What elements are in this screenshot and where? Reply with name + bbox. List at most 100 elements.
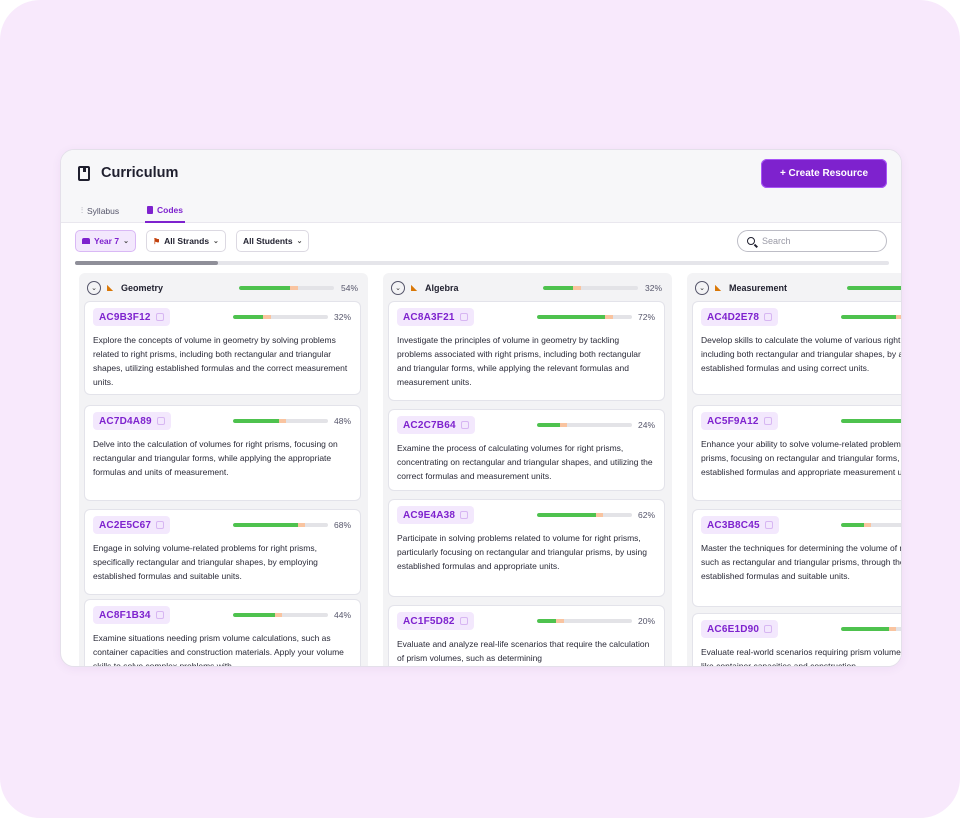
card-progress-label: 72% [637, 312, 655, 322]
code-card[interactable]: AC6E1D9050%Evaluate real-world scenarios… [692, 613, 901, 667]
column-algebra: ⌄ ◣ Algebra 32% AC8A3F21 72% Investigate the p… [383, 273, 672, 666]
students-filter-dropdown[interactable]: All Students ⌄ [236, 230, 310, 252]
code-card[interactable]: AC8A3F21 72% Investigate the principles of… [388, 301, 665, 401]
card-progress-label: 62% [637, 510, 655, 520]
sliders-icon: ⫶ [81, 205, 83, 215]
code-chip[interactable]: AC1F5D82 [397, 612, 474, 630]
code-chip[interactable]: AC8F1B34 [93, 606, 170, 624]
code-card[interactable]: AC1F5D82 20% Evaluate and analyze real-lif… [388, 605, 665, 666]
horizontal-scrollbar[interactable] [75, 261, 889, 265]
code-card[interactable]: AC9E4A38 62% Participate in solving proble… [388, 499, 665, 597]
progress-tail [278, 419, 287, 423]
code-label: AC2C7B64 [403, 419, 456, 431]
column-header: ⌄ ◣ Geometry 54% [79, 273, 368, 303]
code-card[interactable]: AC5F9A1274%Enhance your ability to solve… [692, 405, 901, 501]
collapse-chevron-icon[interactable]: ⌄ [695, 281, 709, 295]
progress-tail [559, 423, 568, 427]
progress-bar [537, 619, 632, 623]
code-label: AC4D2E78 [707, 311, 760, 323]
progress-tail [556, 619, 564, 623]
code-card[interactable]: AC8F1B34 44% Examine situations needing pr… [84, 599, 361, 666]
card-progress-label: 48% [333, 416, 351, 426]
code-chip[interactable]: AC4D2E78 [701, 308, 779, 326]
progress-bar [841, 523, 901, 527]
external-link-icon[interactable] [459, 313, 468, 321]
column-header: ⌄◣Measurement58% [687, 273, 901, 303]
external-link-icon[interactable] [763, 417, 772, 425]
code-card[interactable]: AC4D2E7858%Develop skills to calculate t… [692, 301, 901, 395]
code-chip[interactable]: AC9E4A38 [397, 506, 475, 524]
progress-bar [841, 627, 901, 631]
card-progress-label: 32% [333, 312, 351, 322]
card-description: Evaluate real-world scenarios requiring … [701, 647, 901, 667]
ruler-triangle-icon: ◣ [411, 283, 418, 292]
progress-bar [543, 286, 638, 290]
external-link-icon[interactable] [155, 611, 164, 619]
external-link-icon[interactable] [764, 625, 773, 633]
external-link-icon[interactable] [155, 313, 164, 321]
external-link-icon[interactable] [459, 617, 468, 625]
code-chip[interactable]: AC3B8C45 [701, 516, 779, 534]
progress-tail [263, 315, 271, 319]
book-icon [147, 205, 153, 214]
progress-fill [543, 286, 574, 290]
code-label: AC9B3F12 [99, 311, 151, 323]
card-description: Explore the concepts of volume in geomet… [93, 335, 348, 387]
external-link-icon[interactable] [156, 521, 165, 529]
code-card[interactable]: AC2C7B64 24% Examine the process of calcul… [388, 409, 665, 491]
progress-tail [888, 627, 897, 631]
code-card[interactable]: AC9B3F12 32% Explore the concepts of volum… [84, 301, 361, 395]
progress-tail [573, 286, 581, 290]
external-link-icon[interactable] [156, 417, 165, 425]
page-title: Curriculum [101, 165, 179, 181]
year-filter-dropdown[interactable]: Year 7 ⌄ [75, 230, 136, 252]
column-title: Geometry [121, 283, 164, 293]
code-label: AC8F1B34 [99, 609, 151, 621]
collapse-chevron-icon[interactable]: ⌄ [391, 281, 405, 295]
curriculum-window: Curriculum + Create Resource ⫶ Syllabus … [60, 149, 902, 667]
search-input[interactable] [762, 236, 872, 246]
progress-bar [233, 315, 328, 319]
students-filter-label: All Students [243, 236, 293, 246]
column-progress-label: 32% [644, 283, 662, 293]
column-header: ⌄ ◣ Algebra 32% [383, 273, 672, 303]
code-card[interactable]: AC3B8C4524%Master the techniques for det… [692, 509, 901, 607]
progress-fill [841, 627, 889, 631]
code-label: AC9E4A38 [403, 509, 456, 521]
card-description: Engage in solving volume-related problem… [93, 543, 318, 581]
ruler-triangle-icon: ◣ [715, 283, 722, 292]
chevron-down-icon: ⌄ [213, 238, 219, 245]
external-link-icon[interactable] [460, 421, 469, 429]
code-label: AC8A3F21 [403, 311, 455, 323]
strands-filter-dropdown[interactable]: ⚑ All Strands ⌄ [146, 230, 226, 252]
search-box[interactable] [737, 230, 887, 252]
progress-bar [233, 613, 328, 617]
code-chip[interactable]: AC8A3F21 [397, 308, 474, 326]
code-chip[interactable]: AC7D4A89 [93, 412, 171, 430]
external-link-icon[interactable] [460, 511, 469, 519]
create-resource-button[interactable]: + Create Resource [761, 159, 887, 188]
tab-syllabus[interactable]: ⫶ Syllabus [81, 198, 119, 223]
codes-board: ⌄ ◣ Geometry 54% AC9B3F12 32% Explore the conc… [61, 273, 901, 667]
progress-bar [239, 286, 334, 290]
code-card[interactable]: AC7D4A89 48% Delve into the calculation of… [84, 405, 361, 501]
card-description: Investigate the principles of volume in … [397, 335, 641, 387]
code-chip[interactable]: AC2E5C67 [93, 516, 171, 534]
code-card[interactable]: AC2E5C67 68% Engage in solving volume-rela… [84, 509, 361, 595]
external-link-icon[interactable] [764, 313, 773, 321]
external-link-icon[interactable] [764, 521, 773, 529]
scrollbar-thumb[interactable] [75, 261, 218, 265]
code-chip[interactable]: AC5F9A12 [701, 412, 778, 430]
column-geometry: ⌄ ◣ Geometry 54% AC9B3F12 32% Explore the conc… [79, 273, 368, 666]
card-progress-label: 44% [333, 610, 351, 620]
flag-icon: ⚑ [153, 236, 161, 246]
tab-codes-label: Codes [157, 204, 183, 215]
code-chip[interactable]: AC2C7B64 [397, 416, 475, 434]
tab-codes[interactable]: Codes [145, 198, 185, 223]
code-chip[interactable]: AC9B3F12 [93, 308, 170, 326]
code-chip[interactable]: AC6E1D90 [701, 620, 779, 638]
code-label: AC1F5D82 [403, 615, 455, 627]
progress-bar [537, 513, 632, 517]
collapse-chevron-icon[interactable]: ⌄ [87, 281, 101, 295]
ruler-triangle-icon: ◣ [107, 283, 114, 292]
